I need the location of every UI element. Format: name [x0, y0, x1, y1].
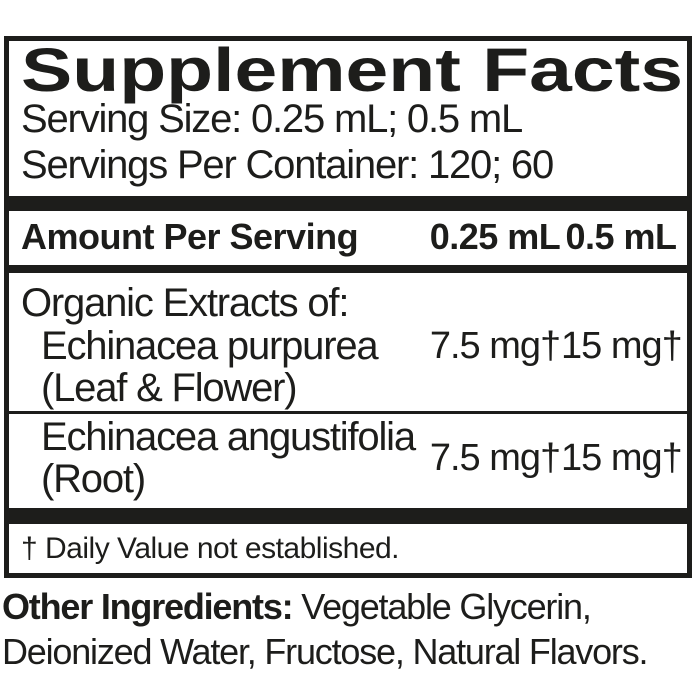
medium-divider: [9, 265, 687, 273]
thin-divider: [9, 411, 687, 414]
ingredient-plant-part: (Leaf & Flower): [41, 366, 298, 410]
amount-value-025ml: 7.5 mg†: [429, 325, 561, 367]
amount-value-05ml: 15 mg†: [561, 437, 683, 479]
other-ingredients-label: Other Ingredients:: [2, 586, 294, 627]
ingredient-group-heading: Organic Extracts of:: [21, 281, 349, 325]
daily-value-footnote: † Daily Value not established.: [21, 532, 400, 565]
ingredient-name-block: Echinacea purpurea (Leaf & Flower): [21, 325, 429, 409]
ingredient-row-angustifolia: Echinacea angustifolia (Root) 7.5 mg† 15…: [9, 416, 687, 500]
thick-divider-top: [9, 196, 687, 211]
ingredient-name: Echinacea purpurea: [41, 324, 379, 368]
amount-per-serving-header: Amount Per Serving: [21, 216, 359, 257]
amount-value-025ml: 7.5 mg†: [429, 437, 561, 479]
other-ingredients-text: Other Ingredients: Vegetable Glycerin, D…: [2, 584, 700, 674]
supplement-facts-panel: Supplement Facts Serving Size: 0.25 mL; …: [4, 36, 692, 578]
column-header-row: Amount Per Serving 0.25 mL 0.5 mL: [9, 216, 687, 258]
supplement-facts-title: Supplement Facts: [21, 36, 683, 104]
column-header-05ml: 0.5 mL: [565, 216, 677, 257]
serving-size-text: Serving Size: 0.25 mL; 0.5 mL: [21, 97, 523, 141]
ingredient-name-block: Echinacea angustifolia (Root): [21, 416, 429, 500]
servings-per-container-text: Servings Per Container: 120; 60: [21, 143, 554, 187]
column-header-025ml: 0.25 mL: [429, 216, 561, 257]
ingredient-plant-part: (Root): [41, 457, 146, 501]
thick-divider-bottom: [9, 508, 687, 524]
other-ingredients-list: Vegetable Glycerin, Deionized Water, Fru…: [2, 586, 649, 672]
ingredient-row-purpurea: Echinacea purpurea (Leaf & Flower) 7.5 m…: [9, 325, 687, 409]
ingredient-name: Echinacea angustifolia: [41, 415, 416, 459]
amount-value-05ml: 15 mg†: [561, 325, 683, 367]
